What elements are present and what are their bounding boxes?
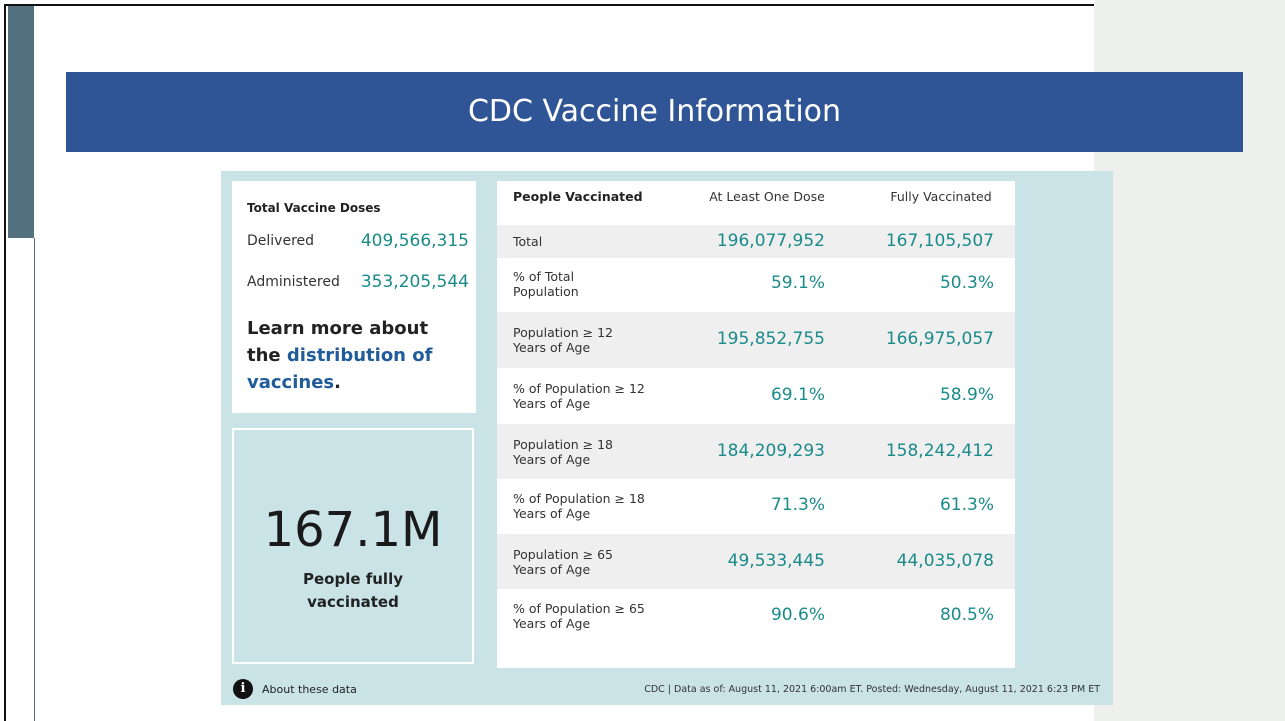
table-row: % of Total Population 59.1% 50.3%: [497, 258, 1015, 310]
row-label-line: Population: [513, 284, 579, 299]
value-col1: 195,852,755: [716, 329, 825, 349]
header-col1: At Least One Dose: [709, 189, 825, 204]
header-col2: Fully Vaccinated: [890, 189, 992, 204]
row-label-line: % of Population ≥ 18: [513, 491, 645, 506]
delivered-label: Delivered: [247, 233, 315, 249]
title-banner: CDC Vaccine Information: [66, 72, 1243, 152]
row-label: % of Total Population: [513, 269, 579, 299]
learn-more-suffix: .: [334, 372, 341, 393]
row-label-line: % of Population ≥ 12: [513, 381, 645, 396]
value-col2: 80.5%: [939, 605, 994, 625]
value-col2: 167,105,507: [885, 230, 994, 251]
row-label-line: % of Population ≥ 65: [513, 601, 645, 616]
administered-value: 353,205,544: [360, 272, 469, 292]
highlight-value: 167.1M: [263, 502, 443, 558]
value-col2: 158,242,412: [885, 440, 994, 461]
dashboard: Total Vaccine Doses Delivered 409,566,31…: [221, 171, 1113, 705]
value-col2: 61.3%: [939, 495, 994, 515]
value-col1: 49,533,445: [727, 550, 825, 571]
table-row: Population ≥ 65 Years of Age 49,533,445 44,…: [497, 534, 1015, 589]
left-border: [4, 4, 6, 721]
source: CDC | Data as of: August 11, 2021 6:00am…: [644, 684, 1100, 695]
table-row: Population ≥ 18 Years of Age 184,209,293 15…: [497, 424, 1015, 479]
row-label-line: Population ≥ 12: [513, 325, 613, 340]
info-icon[interactable]: i: [233, 679, 253, 699]
row-label: % of Population ≥ 12 Years of Age: [513, 381, 645, 411]
value-col2: 44,035,078: [896, 550, 994, 571]
top-border: [4, 4, 1094, 6]
value-col1: 71.3%: [770, 495, 825, 515]
row-label-line: Years of Age: [513, 340, 591, 355]
table-row: % of Population ≥ 65 Years of Age 90.6% 80.…: [497, 590, 1015, 642]
row-label-line: Years of Age: [513, 616, 591, 631]
value-col1: 196,077,952: [716, 230, 825, 251]
highlight-card: 167.1M People fully vaccinated: [232, 428, 474, 664]
row-label-line: Years of Age: [513, 506, 591, 521]
value-col1: 69.1%: [770, 385, 825, 405]
learn-more-text: Learn more about the: [247, 318, 429, 366]
row-label: Population ≥ 12 Years of Age: [513, 325, 613, 355]
table-row: % of Population ≥ 12 Years of Age 69.1% 58.…: [497, 370, 1015, 422]
table-row: Population ≥ 12 Years of Age 195,852,755 16…: [497, 312, 1015, 368]
title: CDC Vaccine Information: [467, 94, 842, 129]
row-label-line: Years of Age: [513, 451, 591, 467]
administered-label: Administered: [247, 274, 340, 290]
learn-more: Learn more about the distribution of vac…: [247, 315, 467, 396]
row-label-line: Years of Age: [513, 561, 591, 577]
row-label: Total: [513, 234, 542, 249]
row-label-line: Years of Age: [513, 396, 591, 411]
value-col2: 166,975,057: [885, 329, 994, 349]
value-col1: 184,209,293: [716, 440, 825, 461]
row-label-line: Population ≥ 65: [513, 546, 613, 562]
delivered-value: 409,566,315: [360, 231, 469, 251]
value-col1: 90.6%: [770, 605, 825, 625]
doses-card: Total Vaccine Doses Delivered 409,566,31…: [232, 181, 476, 413]
row-label: % of Population ≥ 18 Years of Age: [513, 491, 645, 521]
table-row: % of Population ≥ 18 Years of Age 71.3% 61.…: [497, 480, 1015, 532]
side-bar: [8, 6, 34, 238]
value-col1: 59.1%: [770, 273, 825, 293]
table-row: Total 196,077,952 167,105,507: [497, 225, 1015, 258]
row-label: Population ≥ 18 Years of Age: [513, 437, 613, 467]
doses-heading: Total Vaccine Doses: [247, 201, 381, 215]
row-label: Population ≥ 65 Years of Age: [513, 547, 613, 577]
table-card: People Vaccinated At Least One Dose Full…: [497, 181, 1015, 668]
row-label-line: Total: [513, 234, 543, 249]
row-label-line: % of Total: [513, 269, 575, 284]
highlight-label: People fully vaccinated: [302, 570, 403, 611]
header-label: People Vaccinated: [513, 189, 643, 204]
learn-more-link[interactable]: distribution of vaccines: [247, 345, 433, 393]
side-line: [34, 238, 35, 721]
value-col2: 58.9%: [939, 385, 994, 405]
value-col2: 50.3%: [939, 273, 994, 293]
row-label-line: Population ≥ 18: [513, 436, 613, 452]
about-link[interactable]: About these data: [262, 683, 357, 696]
row-label: % of Population ≥ 65 Years of Age: [513, 601, 645, 631]
